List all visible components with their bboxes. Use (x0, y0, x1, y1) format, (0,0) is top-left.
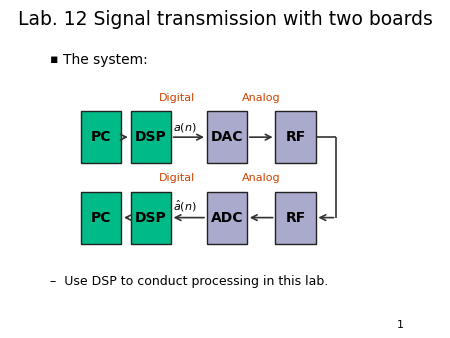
Text: 1: 1 (397, 320, 404, 330)
FancyBboxPatch shape (275, 192, 315, 244)
FancyBboxPatch shape (81, 192, 121, 244)
Text: Digital: Digital (159, 93, 195, 103)
Text: PC: PC (91, 130, 112, 144)
FancyBboxPatch shape (207, 111, 247, 163)
Text: Analog: Analog (242, 173, 280, 183)
FancyBboxPatch shape (81, 111, 121, 163)
FancyBboxPatch shape (275, 111, 315, 163)
Text: RF: RF (285, 130, 306, 144)
Text: The system:: The system: (63, 53, 148, 67)
Text: ADC: ADC (211, 211, 243, 225)
Text: Digital: Digital (159, 173, 195, 183)
Text: –  Use DSP to conduct processing in this lab.: – Use DSP to conduct processing in this … (50, 274, 328, 288)
Text: $\hat{a}(n)$: $\hat{a}(n)$ (173, 199, 196, 214)
Text: $a(n)$: $a(n)$ (173, 121, 196, 134)
Text: DSP: DSP (135, 130, 166, 144)
FancyBboxPatch shape (130, 192, 171, 244)
Text: Lab. 12 Signal transmission with two boards: Lab. 12 Signal transmission with two boa… (18, 10, 432, 29)
Text: DSP: DSP (135, 211, 166, 225)
FancyBboxPatch shape (130, 111, 171, 163)
Text: PC: PC (91, 211, 112, 225)
Text: ▪: ▪ (50, 53, 58, 66)
Text: Analog: Analog (242, 93, 280, 103)
Text: DAC: DAC (211, 130, 243, 144)
FancyBboxPatch shape (207, 192, 247, 244)
Text: RF: RF (285, 211, 306, 225)
